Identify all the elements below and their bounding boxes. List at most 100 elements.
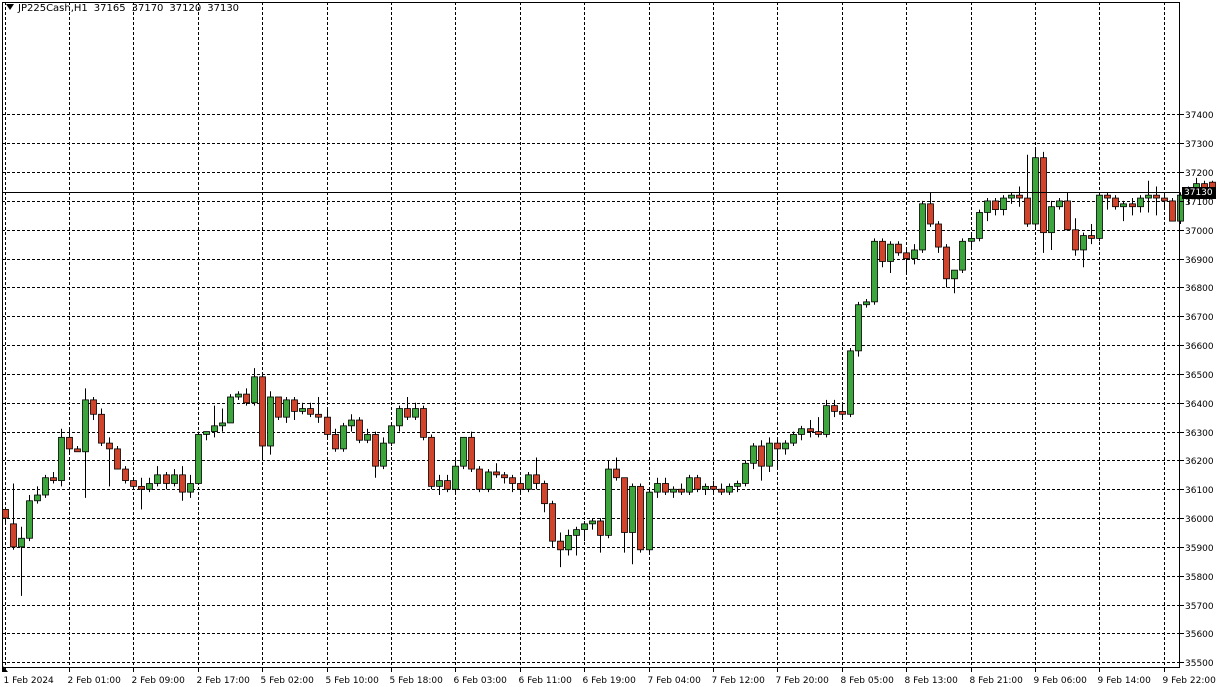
- candle-bull: [388, 425, 395, 444]
- y-tick-label: 36100: [1185, 486, 1214, 496]
- x-tick-label: 9 Feb 22:00: [1163, 676, 1217, 686]
- candle-bull: [573, 529, 580, 536]
- candle-bull: [968, 238, 975, 242]
- candle-bear: [621, 477, 628, 533]
- candle-bull: [82, 399, 89, 453]
- y-tick-label: 35800: [1185, 573, 1214, 583]
- candle-bull: [452, 465, 459, 490]
- price-axis: 37400 37300 37200 37100 37000 36900 36800 36700…: [1180, 111, 1214, 669]
- candle-bull: [154, 474, 161, 484]
- candle-bull: [58, 436, 65, 481]
- y-tick-label: 35700: [1185, 602, 1214, 612]
- candle-bull: [646, 491, 653, 551]
- y-tick-label: 36900: [1185, 256, 1214, 266]
- x-tick-label: 9 Feb 06:00: [1034, 676, 1088, 686]
- candle-bear: [1153, 194, 1160, 199]
- candle-bear: [1072, 229, 1079, 251]
- candle-bull: [605, 468, 612, 536]
- candle-bear: [476, 468, 483, 490]
- triangle-down-icon[interactable]: [6, 4, 14, 10]
- candle-bull: [412, 408, 419, 418]
- x-tick-label: 1 Feb 2024: [4, 676, 55, 686]
- candle-bear: [1024, 197, 1031, 225]
- candle-bull: [654, 483, 661, 493]
- candle-bear: [106, 442, 113, 450]
- y-tick-label: 37300: [1185, 140, 1214, 150]
- candle-bull: [348, 419, 355, 427]
- y-tick-label: 36800: [1185, 284, 1214, 294]
- candle-bull: [1008, 194, 1015, 199]
- candle-bear: [90, 399, 97, 415]
- candle-bear: [895, 243, 902, 254]
- candle-bull: [1145, 194, 1152, 199]
- candle-bull: [863, 301, 870, 306]
- y-tick-label: 37400: [1185, 111, 1214, 121]
- candle-bear: [1040, 157, 1047, 234]
- candle-bull: [1177, 194, 1184, 222]
- candle-bull: [823, 405, 830, 435]
- candle-bear: [774, 442, 781, 450]
- y-tick-label: 36300: [1185, 429, 1214, 439]
- candle-bull: [1000, 197, 1007, 210]
- candle-bull: [485, 471, 492, 490]
- candle-bull: [951, 269, 958, 280]
- candle-bear: [50, 477, 57, 481]
- y-tick-label: 36700: [1185, 313, 1214, 323]
- candle-bear: [315, 413, 322, 418]
- candle-bull: [887, 243, 894, 262]
- candle-bear: [501, 474, 508, 479]
- candle-bear: [718, 488, 725, 493]
- candle-bear: [122, 468, 129, 481]
- x-tick-label: 5 Feb 18:00: [390, 676, 444, 686]
- candle-bull: [251, 376, 258, 404]
- candle-bull: [1137, 197, 1144, 208]
- candle-bull: [1056, 200, 1063, 208]
- candle-bull: [702, 485, 709, 490]
- candle-bear: [710, 485, 717, 490]
- candle-bull: [1080, 235, 1087, 251]
- candle-bull: [782, 442, 789, 450]
- x-tick-label: 6 Feb 19:00: [583, 676, 637, 686]
- candle-bull: [219, 422, 226, 427]
- x-tick-label: 8 Feb 21:00: [970, 676, 1024, 686]
- candle-bull: [670, 488, 677, 493]
- candle-bull: [871, 240, 878, 303]
- candle-bear: [356, 419, 363, 441]
- candle-bull: [235, 393, 242, 398]
- candle-bull: [686, 477, 693, 493]
- candle-bear: [468, 436, 475, 470]
- x-tick-label: 2 Feb 17:00: [197, 676, 251, 686]
- candle-bull: [1048, 206, 1055, 234]
- y-tick-label: 35500: [1185, 659, 1214, 669]
- candle-bull: [911, 249, 918, 259]
- candle-bear: [758, 445, 765, 467]
- candle-bear: [420, 408, 427, 438]
- candle-bear: [927, 203, 934, 225]
- candle-bear: [1129, 203, 1136, 208]
- candle-bear: [307, 408, 314, 415]
- candle-bull: [976, 212, 983, 239]
- candle-bull: [171, 474, 178, 484]
- candle-bull: [42, 477, 49, 496]
- x-tick-label: 9 Feb 14:00: [1098, 676, 1152, 686]
- candle-bull: [299, 408, 306, 412]
- candle-bear: [324, 416, 331, 435]
- candle-bear: [637, 485, 644, 551]
- candle-bear: [935, 223, 942, 248]
- x-tick-label: 6 Feb 11:00: [519, 676, 573, 686]
- candle-bear: [597, 520, 604, 536]
- candle-bull: [396, 408, 403, 427]
- candle-bull: [380, 442, 387, 467]
- y-tick-label: 36600: [1185, 342, 1214, 352]
- candle-bull: [211, 425, 218, 432]
- candle-bear: [879, 240, 886, 262]
- candle-bear: [332, 434, 339, 450]
- candle-bull: [726, 485, 733, 493]
- candle-bull: [750, 445, 757, 464]
- candle-bear: [179, 474, 186, 493]
- candle-bull: [195, 434, 202, 484]
- candle-bull: [436, 480, 443, 487]
- x-tick-label: 7 Feb 12:00: [712, 676, 766, 686]
- y-tick-label: 36000: [1185, 515, 1214, 525]
